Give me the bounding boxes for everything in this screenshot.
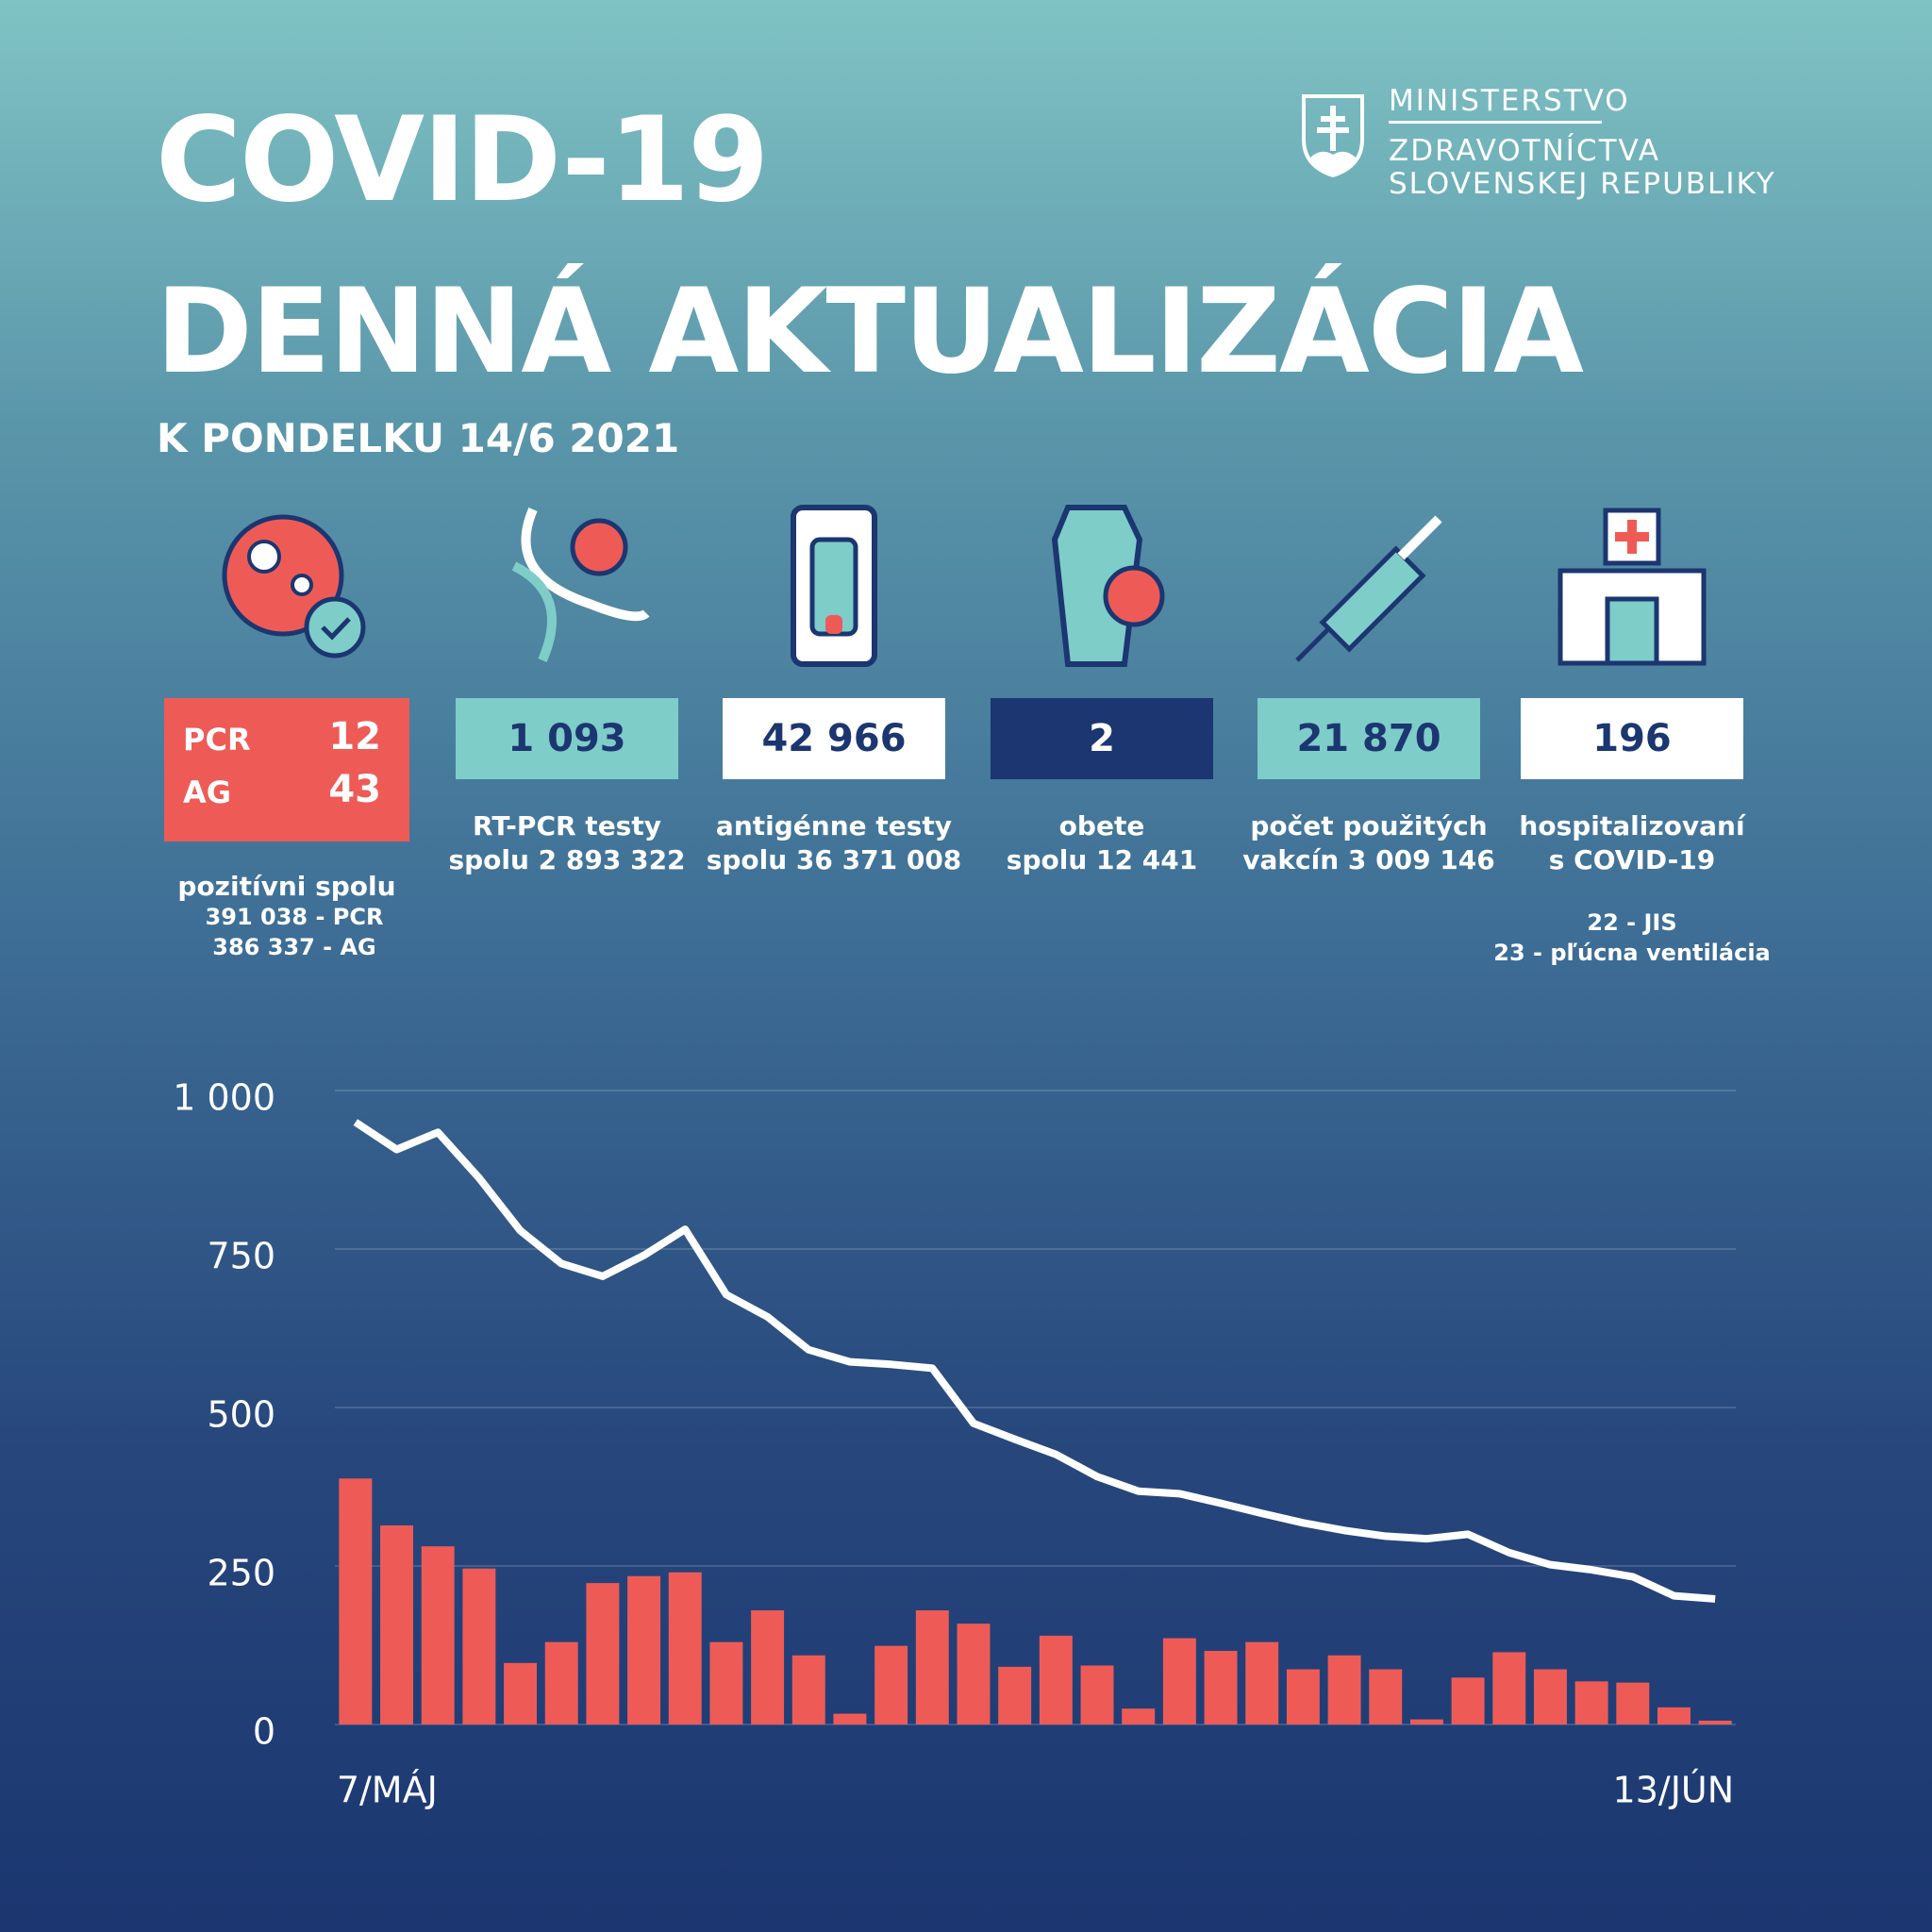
stat-box: 42 966 <box>723 698 945 779</box>
bar <box>1286 1669 1320 1724</box>
x-tick-label: 7/MÁJ <box>337 1770 438 1811</box>
bar <box>339 1478 373 1724</box>
bar <box>1451 1677 1485 1724</box>
line <box>353 1119 1716 1603</box>
y-tick-label: 0 <box>253 1711 275 1753</box>
bar <box>1080 1665 1114 1724</box>
bar <box>668 1572 702 1724</box>
stat-box: 2 <box>991 698 1213 779</box>
bar <box>1327 1655 1361 1724</box>
stat-note: 23 - pľúcna ventilácia <box>1493 940 1771 966</box>
bar <box>1616 1682 1650 1724</box>
stat-label: hospitalizovaní <box>1519 810 1745 841</box>
ministry-line: MINISTERSTVO <box>1389 84 1630 118</box>
x-tick-label: 13/JÚN <box>1613 1770 1735 1811</box>
stat-key: AG <box>183 774 232 810</box>
stat-label: spolu 36 371 008 <box>706 844 962 875</box>
virus-icon <box>222 514 366 658</box>
bar <box>998 1666 1032 1724</box>
stat-value: 43 <box>328 768 381 811</box>
bar <box>1574 1681 1608 1724</box>
bar <box>421 1546 455 1724</box>
bar <box>1122 1708 1156 1724</box>
stat-label: počet použitých <box>1250 810 1488 841</box>
stat-note: 386 337 - AG <box>212 934 376 960</box>
bar <box>544 1641 578 1724</box>
hospital-icon <box>1557 508 1707 666</box>
bar <box>1369 1669 1403 1724</box>
bar <box>1204 1651 1238 1724</box>
bar <box>462 1568 496 1724</box>
bar <box>1492 1652 1526 1724</box>
y-tick-label: 1 000 <box>173 1077 275 1119</box>
bar <box>833 1713 867 1724</box>
subtitle: K PONDELKU 14/6 2021 <box>157 415 680 461</box>
bar <box>957 1624 991 1724</box>
stat-label: RT-PCR testy <box>473 810 661 841</box>
bar <box>1533 1669 1567 1724</box>
stat-label: antigénne testy <box>715 810 953 841</box>
stat-label: spolu 12 441 <box>1006 844 1198 875</box>
dna-icon <box>511 508 650 662</box>
stat-note: 22 - JIS <box>1587 909 1677 936</box>
bar <box>627 1575 661 1724</box>
stat-label: pozitívni spolu <box>177 871 396 902</box>
stat-box <box>164 698 409 841</box>
stat-note: 391 038 - PCR <box>205 904 384 930</box>
ministry-line: SLOVENSKEJ REPUBLIKY <box>1389 167 1776 201</box>
y-tick-label: 250 <box>207 1553 275 1594</box>
bar <box>504 1662 538 1724</box>
syringe-icon <box>1295 515 1442 662</box>
stat-box: 1 093 <box>456 698 678 779</box>
ministry-line: ZDRAVOTNÍCTVA <box>1389 134 1660 168</box>
bar <box>380 1524 413 1724</box>
bar <box>791 1655 825 1724</box>
stat-value: 12 <box>328 715 381 758</box>
bar <box>1657 1707 1690 1724</box>
bar <box>1245 1641 1279 1724</box>
y-tick-label: 500 <box>207 1394 275 1436</box>
stat-key: PCR <box>183 722 251 758</box>
bar <box>1039 1635 1073 1724</box>
coat-of-arms <box>1302 94 1364 177</box>
test-icon <box>791 505 877 667</box>
stat-label: s COVID-19 <box>1548 844 1716 875</box>
bar <box>586 1583 620 1724</box>
title: COVID-19 <box>156 92 769 228</box>
stat-label: spolu 2 893 322 <box>448 844 686 875</box>
stat-label: obete <box>1058 810 1145 841</box>
bar <box>874 1645 908 1724</box>
bar <box>751 1610 785 1724</box>
stat-box: 21 870 <box>1257 698 1480 779</box>
bar <box>1698 1720 1732 1724</box>
divider <box>1389 121 1602 124</box>
bar <box>1162 1638 1196 1724</box>
bar <box>915 1610 949 1724</box>
bar <box>709 1641 743 1724</box>
bar <box>1409 1719 1443 1724</box>
coffin-icon <box>1051 505 1165 667</box>
stat-box: 196 <box>1521 698 1743 779</box>
y-tick-label: 750 <box>207 1236 275 1277</box>
title: DENNÁ AKTUALIZÁCIA <box>156 264 1584 400</box>
stat-label: vakcín 3 009 146 <box>1242 844 1495 875</box>
